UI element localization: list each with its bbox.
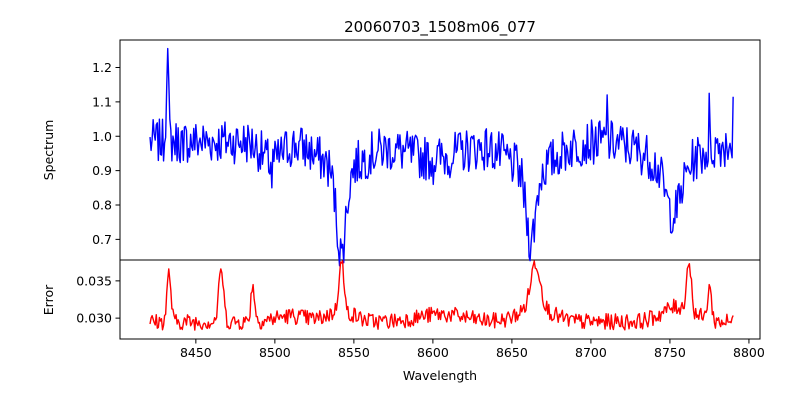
x-tick-label: 8500 (259, 345, 291, 360)
x-tick-label: 8750 (654, 345, 686, 360)
spectrum-y-axis-label: Spectrum (41, 120, 56, 181)
spectrum-line (149, 47, 734, 267)
x-tick-label: 8600 (417, 345, 449, 360)
error-panel-frame (119, 259, 761, 340)
y-tick-label: 1.2 (92, 60, 112, 75)
error-series (149, 260, 734, 331)
y-tick-label: 0.9 (92, 163, 112, 178)
x-axis: 8450 8500 8550 8600 8650 8700 8750 8800 (180, 339, 765, 360)
y-tick-label: 0.8 (92, 198, 112, 213)
y-tick-label: 0.030 (76, 311, 112, 326)
y-tick-label: 0.7 (92, 232, 112, 247)
x-tick-label: 8800 (733, 345, 765, 360)
x-axis-label: Wavelength (403, 368, 477, 383)
error-y-axis-label: Error (41, 284, 56, 315)
spectrum-series (149, 47, 734, 267)
y-tick-label: 1.0 (92, 129, 112, 144)
spectrum-y-axis: 0.7 0.8 0.9 1.0 1.1 1.2 (92, 60, 120, 247)
y-tick-label: 1.1 (92, 94, 112, 109)
chart-title: 20060703_1508m06_077 (344, 18, 536, 37)
error-line (149, 260, 734, 331)
x-tick-label: 8700 (575, 345, 607, 360)
y-tick-label: 0.035 (76, 273, 112, 288)
x-tick-label: 8550 (338, 345, 370, 360)
x-tick-label: 8450 (180, 345, 212, 360)
x-tick-label: 8650 (496, 345, 528, 360)
error-y-axis: 0.030 0.035 (76, 273, 120, 326)
